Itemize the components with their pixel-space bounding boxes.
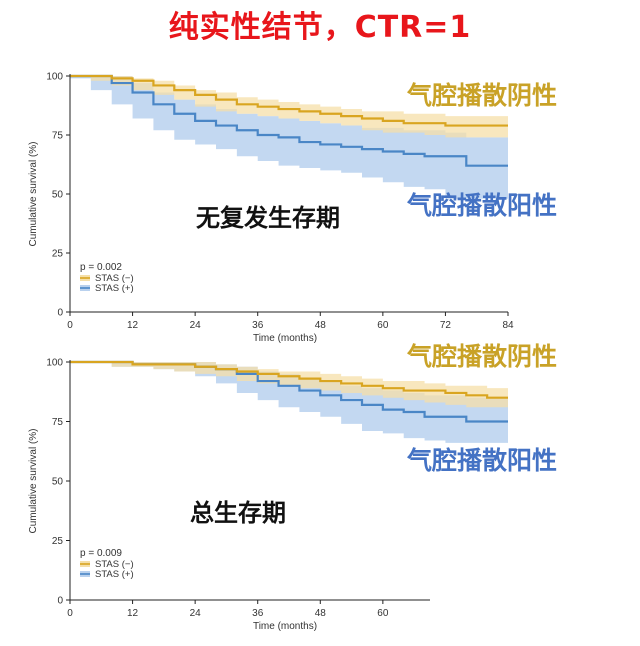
- y-tick-label: 50: [52, 477, 64, 488]
- x-tick-label: 48: [315, 608, 327, 619]
- ci-band-stas-neg: [70, 76, 508, 138]
- km-curve-stas-neg: [70, 360, 508, 399]
- y-tick-label: 100: [46, 72, 63, 83]
- km-panel-1: 0 25 50 75 100 0 12 24 36 48 60 72 84 Time (months) Cu…: [28, 72, 557, 345]
- annotation-stas-positive: 气腔播散阳性: [406, 191, 557, 220]
- y-axis-title: Cumulative survival (%): [28, 428, 39, 533]
- p-value: p = 0.002: [80, 262, 122, 273]
- x-tick-label: 72: [440, 320, 452, 331]
- y-tick-label: 75: [52, 131, 64, 142]
- ci-band-stas-pos: [70, 362, 508, 443]
- legend-label: STAS (+): [95, 283, 134, 294]
- km-panel-2: 0 25 50 75 100 0 12 24 36 48 60 Time (months) Cumula…: [28, 342, 557, 632]
- ci-band-stas-neg: [70, 362, 508, 408]
- y-tick-label: 0: [57, 596, 63, 607]
- x-tick-label: 84: [502, 320, 514, 331]
- x-tick-label: 36: [252, 608, 264, 619]
- y-tick-label: 0: [57, 308, 63, 319]
- legend-label: STAS (−): [95, 559, 134, 570]
- x-tick-label: 24: [190, 320, 202, 331]
- y-tick-label: 25: [52, 249, 64, 260]
- x-tick-label: 0: [67, 608, 73, 619]
- annotation-stas-negative: 气腔播散阴性: [406, 81, 557, 110]
- x-tick-label: 12: [127, 608, 139, 619]
- annotation-stas-negative: 气腔播散阴性: [406, 342, 557, 371]
- x-tick-label: 12: [127, 320, 139, 331]
- km-curve-stas-neg: [70, 74, 508, 127]
- annotation-stas-positive: 气腔播散阳性: [406, 446, 557, 475]
- x-tick-label: 48: [315, 320, 327, 331]
- y-tick-label: 50: [52, 190, 64, 201]
- y-axis-title: Cumulative survival (%): [28, 141, 39, 246]
- x-tick-label: 36: [252, 320, 264, 331]
- endpoint-label: 无复发生存期: [196, 204, 340, 232]
- x-tick-label: 60: [377, 608, 389, 619]
- x-axis-title: Time (months): [253, 621, 317, 632]
- legend-label: STAS (+): [95, 569, 134, 580]
- p-value: p = 0.009: [80, 548, 122, 559]
- x-tick-label: 24: [190, 608, 202, 619]
- y-tick-label: 25: [52, 536, 64, 547]
- endpoint-label: 总生存期: [190, 499, 286, 527]
- legend-label: STAS (−): [95, 273, 134, 284]
- y-tick-label: 75: [52, 417, 64, 428]
- page-title: 纯实性结节，CTR=1: [168, 10, 472, 45]
- x-tick-label: 0: [67, 320, 73, 331]
- km-curve-stas-pos: [70, 74, 508, 167]
- x-axis-title: Time (months): [253, 333, 317, 344]
- x-tick-label: 60: [377, 320, 389, 331]
- y-tick-label: 100: [46, 358, 63, 369]
